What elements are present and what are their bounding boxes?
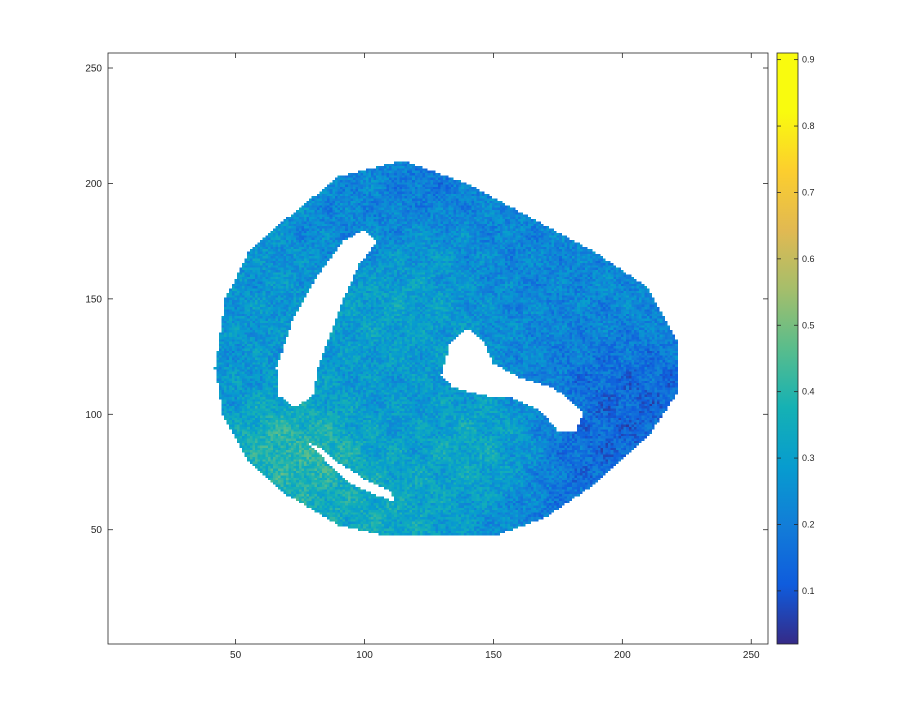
colorbar-box: [776, 52, 799, 645]
colorbar-tick-label: 0.8: [802, 121, 815, 131]
x-tick-label: 50: [230, 650, 242, 661]
heatmap-image: [108, 53, 768, 644]
colorbar-tick-label: 0.7: [802, 187, 815, 197]
colorbar-tick-label: 0.2: [802, 519, 815, 529]
y-tick-label: 100: [85, 410, 102, 421]
x-tick-label: 200: [614, 650, 631, 661]
x-axis: 50 100 150 200 250: [230, 53, 760, 661]
y-axis: 50 100 150 200 250: [85, 64, 768, 536]
x-tick-label: 150: [485, 650, 502, 661]
colorbar-tick-label: 0.9: [802, 55, 815, 65]
colorbar-tick-label: 0.5: [802, 320, 815, 330]
colorbar-tick-label: 0.4: [802, 387, 815, 397]
y-tick-label: 50: [91, 525, 103, 536]
colorbar-ticks: 0.1 0.2 0.3 0.4 0.5 0.6 0.7 0.8 0.9: [777, 55, 815, 596]
y-tick-label: 200: [85, 179, 102, 190]
x-tick-label: 100: [356, 650, 373, 661]
main-axes: 50 100 150 200 250 50 100 150 200 250: [85, 52, 769, 661]
colorbar-tick-label: 0.6: [802, 254, 815, 264]
axes-box: [107, 52, 769, 645]
colorbar: 0.1 0.2 0.3 0.4 0.5 0.6 0.7 0.8 0.9: [776, 52, 815, 645]
colorbar-tick-label: 0.1: [802, 586, 815, 596]
y-tick-label: 150: [85, 294, 102, 305]
x-tick-label: 250: [743, 650, 760, 661]
colorbar-gradient: [777, 53, 798, 644]
colorbar-tick-label: 0.3: [802, 453, 815, 463]
y-tick-label: 250: [85, 64, 102, 75]
